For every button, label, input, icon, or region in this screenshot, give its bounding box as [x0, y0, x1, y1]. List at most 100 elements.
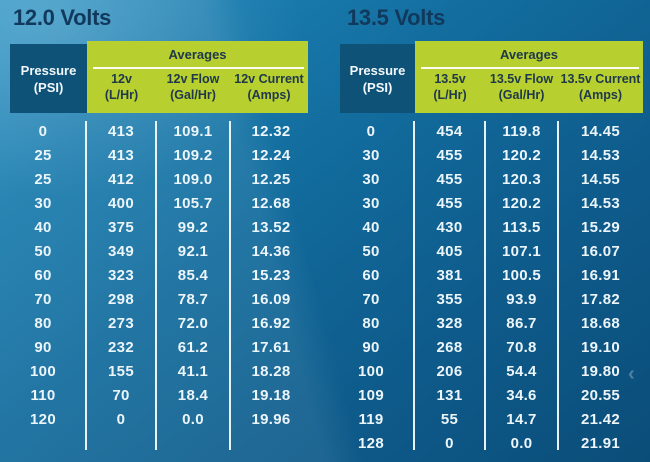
- table-cell: 405: [436, 242, 463, 260]
- value-columns: 13.5v (L/Hr) 13.5v Flow (Gal/Hr) 13.5v Curre…: [415, 71, 643, 103]
- table-cell: 54.4: [506, 362, 537, 380]
- table-cell: 15.29: [580, 218, 621, 236]
- table-cell: 70: [112, 386, 130, 404]
- table-cell: 21.91: [580, 434, 621, 452]
- table-cell: 21.42: [580, 410, 621, 428]
- column-name: 12v: [111, 72, 132, 86]
- column-divider: [155, 121, 157, 450]
- table-cell: 105.7: [173, 194, 213, 212]
- table-cell: 70.8: [506, 338, 537, 356]
- table-cell: 70: [362, 290, 380, 308]
- table-cell: 12.32: [251, 122, 291, 140]
- value-column-header: 12v Current (Amps): [230, 71, 308, 103]
- table-row: 119 55 14.7 21.42: [328, 407, 643, 431]
- table-cell: 50: [362, 242, 380, 260]
- table-row: 25 412 109.0 12.25: [0, 167, 312, 191]
- table-row: 30 455 120.3 14.55: [328, 167, 643, 191]
- value-column-header: 12v Flow (Gal/Hr): [156, 71, 230, 103]
- table-cell: 109.0: [173, 170, 213, 188]
- table-row: 90 268 70.8 19.10: [328, 335, 643, 359]
- table-cell: 109.2: [173, 146, 213, 164]
- table-cell: 412: [108, 170, 134, 188]
- table-cell: 90: [362, 338, 380, 356]
- table-cell: 0: [38, 122, 48, 140]
- table-cell: 14.53: [580, 194, 621, 212]
- table-cell: 34.6: [506, 386, 537, 404]
- table-cell: 0: [366, 122, 376, 140]
- table-cell: 109.1: [173, 122, 213, 140]
- table-cell: 0.0: [182, 410, 204, 428]
- table-cell: 60: [34, 266, 52, 284]
- table-cell: 60: [362, 266, 380, 284]
- table-row: 30 400 105.7 12.68: [0, 191, 312, 215]
- table-row: 109 131 34.6 20.55: [328, 383, 643, 407]
- averages-header: Averages 12v (L/Hr) 12v Flow (Gal/Hr) 12v Cu…: [87, 41, 308, 113]
- table-cell: 15.23: [251, 266, 291, 284]
- table-cell: 413: [108, 146, 134, 164]
- table-row: 50 405 107.1 16.07: [328, 239, 643, 263]
- table-cell: 14.53: [580, 146, 621, 164]
- table-cell: 93.9: [506, 290, 537, 308]
- averages-underline: [421, 67, 639, 69]
- carousel-prev-icon[interactable]: ‹: [628, 363, 635, 385]
- table-cell: 120.2: [501, 194, 542, 212]
- column-name: 13.5v Current: [560, 72, 641, 86]
- averages-header: Averages 13.5v (L/Hr) 13.5v Flow (Gal/Hr) 13…: [415, 41, 643, 113]
- table-cell: 430: [436, 218, 463, 236]
- table-cell: 13.52: [251, 218, 291, 236]
- table-cell: 455: [436, 194, 463, 212]
- column-name: 13.5v: [434, 72, 466, 86]
- table-cell: 16.92: [251, 314, 291, 332]
- table-row: 80 328 86.7 18.68: [328, 311, 643, 335]
- column-divider: [413, 121, 415, 450]
- column-unit: (L/Hr): [104, 88, 139, 102]
- table-cell: 20.55: [580, 386, 621, 404]
- table-cell: 61.2: [177, 338, 209, 356]
- pressure-unit: (PSI): [362, 79, 393, 95]
- table-cell: 85.4: [177, 266, 209, 284]
- table-row: 25 413 109.2 12.24: [0, 143, 312, 167]
- table-row: 70 298 78.7 16.09: [0, 287, 312, 311]
- column-name: 13.5v Flow: [489, 72, 554, 86]
- table-cell: 55: [440, 410, 459, 428]
- table-cell: 80: [362, 314, 380, 332]
- table-cell: 70: [34, 290, 52, 308]
- column-unit: (Gal/Hr): [170, 88, 216, 102]
- table-cell: 17.61: [251, 338, 291, 356]
- table-cell: 92.1: [177, 242, 209, 260]
- column-divider: [484, 121, 486, 450]
- table-cell: 455: [436, 170, 463, 188]
- table-row: 80 273 72.0 16.92: [0, 311, 312, 335]
- table-row: 40 375 99.2 13.52: [0, 215, 312, 239]
- table-cell: 381: [436, 266, 463, 284]
- table-cell: 413: [108, 122, 134, 140]
- table-cell: 119.8: [502, 122, 541, 140]
- table-row: 0 454 119.8 14.45: [328, 119, 643, 143]
- table-row: 40 430 113.5 15.29: [328, 215, 643, 239]
- table-cell: 0.0: [510, 434, 533, 452]
- table-cell: 78.7: [177, 290, 209, 308]
- table-cell: 14.55: [580, 170, 621, 188]
- table-cell: 0: [116, 410, 126, 428]
- pressure-label: Pressure: [349, 62, 406, 78]
- table-cell: 19.10: [580, 338, 621, 356]
- column-unit: (L/Hr): [433, 88, 467, 102]
- table-row: 100 155 41.1 18.28: [0, 359, 312, 383]
- column-divider: [85, 121, 87, 450]
- table-row: 50 349 92.1 14.36: [0, 239, 312, 263]
- table-row: 70 355 93.9 17.82: [328, 287, 643, 311]
- table-cell: 72.0: [177, 314, 209, 332]
- table-cell: 131: [436, 386, 463, 404]
- table-row: 60 323 85.4 15.23: [0, 263, 312, 287]
- table-cell: 19.18: [251, 386, 291, 404]
- table-cell: 80: [34, 314, 52, 332]
- table-cell: 99.2: [177, 218, 209, 236]
- column-unit: (Amps): [247, 88, 291, 102]
- table-cell: 273: [108, 314, 134, 332]
- table-cell: 19.80: [580, 362, 621, 380]
- value-column-header: 13.5v Flow (Gal/Hr): [485, 71, 558, 103]
- table-cell: 110: [30, 386, 56, 404]
- value-column-header: 13.5v (L/Hr): [415, 71, 485, 103]
- table-title-13-5v: 13.5 Volts: [347, 5, 446, 30]
- averages-label: Averages: [499, 47, 559, 62]
